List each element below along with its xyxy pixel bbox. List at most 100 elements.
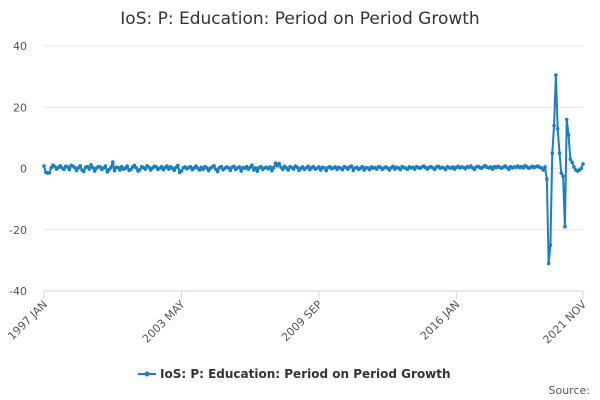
data-point (219, 164, 224, 169)
data-point (78, 163, 82, 168)
data-point (277, 161, 281, 166)
data-point (280, 167, 285, 172)
data-point (306, 164, 310, 169)
data-point (554, 73, 558, 77)
data-point (172, 168, 177, 173)
data-point (212, 163, 216, 168)
data-point (273, 161, 278, 165)
data-point (360, 164, 365, 169)
y-tick-label: 0 (20, 163, 27, 176)
data-point (159, 164, 164, 169)
x-tick-label: 1997 JAN (5, 298, 50, 343)
data-point (188, 164, 193, 169)
data-point (81, 169, 86, 174)
data-point (47, 170, 52, 175)
data-point (548, 243, 553, 247)
data-point (204, 166, 209, 170)
data-point (87, 167, 92, 171)
data-point (349, 164, 354, 168)
data-point (317, 165, 321, 169)
data-point (572, 165, 576, 169)
data-point (322, 166, 327, 170)
data-point (259, 164, 263, 169)
data-point (215, 169, 220, 174)
y-tick-label: -40 (9, 285, 27, 298)
x-tick-label: 2021 NOV (541, 298, 590, 347)
data-point (138, 167, 142, 172)
x-tick-label: 2009 SEP (279, 298, 325, 344)
data-point (566, 133, 571, 137)
y-tick-label: -20 (9, 224, 27, 237)
data-point (564, 117, 569, 122)
data-point (545, 177, 549, 182)
data-point (65, 165, 70, 169)
x-tick-label: 2016 JAN (418, 298, 463, 343)
data-point (72, 165, 77, 170)
data-point (559, 171, 564, 175)
data-point (237, 165, 242, 169)
data-point (232, 164, 236, 169)
data-point (286, 168, 290, 172)
data-point (579, 166, 583, 171)
data-point (563, 224, 567, 229)
x-tick-label: 2003 MAY (140, 298, 188, 346)
data-point (507, 167, 511, 172)
data-point (118, 168, 122, 172)
data-point (197, 168, 202, 172)
chart-title: IoS: P: Education: Period on Period Grow… (120, 9, 479, 29)
data-point (112, 168, 117, 173)
data-point (253, 166, 258, 170)
data-point (179, 169, 184, 173)
data-point (103, 164, 108, 168)
data-point (581, 162, 585, 166)
data-point (165, 164, 169, 168)
legend-label[interactable]: IoS: P: Education: Period on Period Grow… (160, 367, 451, 381)
y-tick-label: 20 (13, 101, 27, 114)
data-point (318, 168, 323, 172)
y-tick-label: 40 (13, 40, 27, 53)
data-point (250, 163, 254, 167)
data-point (398, 167, 403, 172)
data-point (125, 164, 130, 168)
data-point (391, 164, 395, 169)
data-point (550, 151, 555, 155)
data-point (291, 167, 296, 171)
data-point (110, 160, 115, 164)
data-point (143, 167, 148, 171)
data-point (271, 165, 276, 170)
data-point (324, 168, 328, 173)
data-point (201, 167, 205, 172)
data-point (367, 167, 372, 172)
data-point (270, 168, 274, 173)
data-point (67, 167, 72, 172)
data-point (557, 151, 562, 155)
data-point (176, 163, 180, 168)
data-point (92, 169, 97, 173)
data-point (561, 174, 565, 178)
data-point (109, 165, 113, 170)
data-point (340, 167, 345, 172)
data-point (555, 126, 560, 131)
data-point (91, 165, 95, 170)
data-point (89, 163, 93, 167)
data-point (543, 165, 547, 169)
data-point (443, 167, 448, 172)
data-point (568, 157, 573, 162)
legend[interactable]: IoS: P: Education: Period on Period Grow… (138, 367, 451, 381)
data-point (570, 160, 574, 165)
data-point (134, 166, 139, 170)
data-point (255, 169, 260, 174)
data-point (295, 165, 300, 170)
data-point (239, 169, 243, 173)
source-label: Source: (549, 384, 591, 397)
data-point (541, 168, 546, 172)
data-point (42, 164, 46, 168)
data-point (147, 165, 151, 170)
legend-marker (144, 371, 150, 377)
data-point (268, 165, 272, 169)
data-point (552, 123, 556, 128)
data-point (62, 167, 66, 172)
data-point (228, 168, 233, 173)
data-point (546, 261, 551, 266)
